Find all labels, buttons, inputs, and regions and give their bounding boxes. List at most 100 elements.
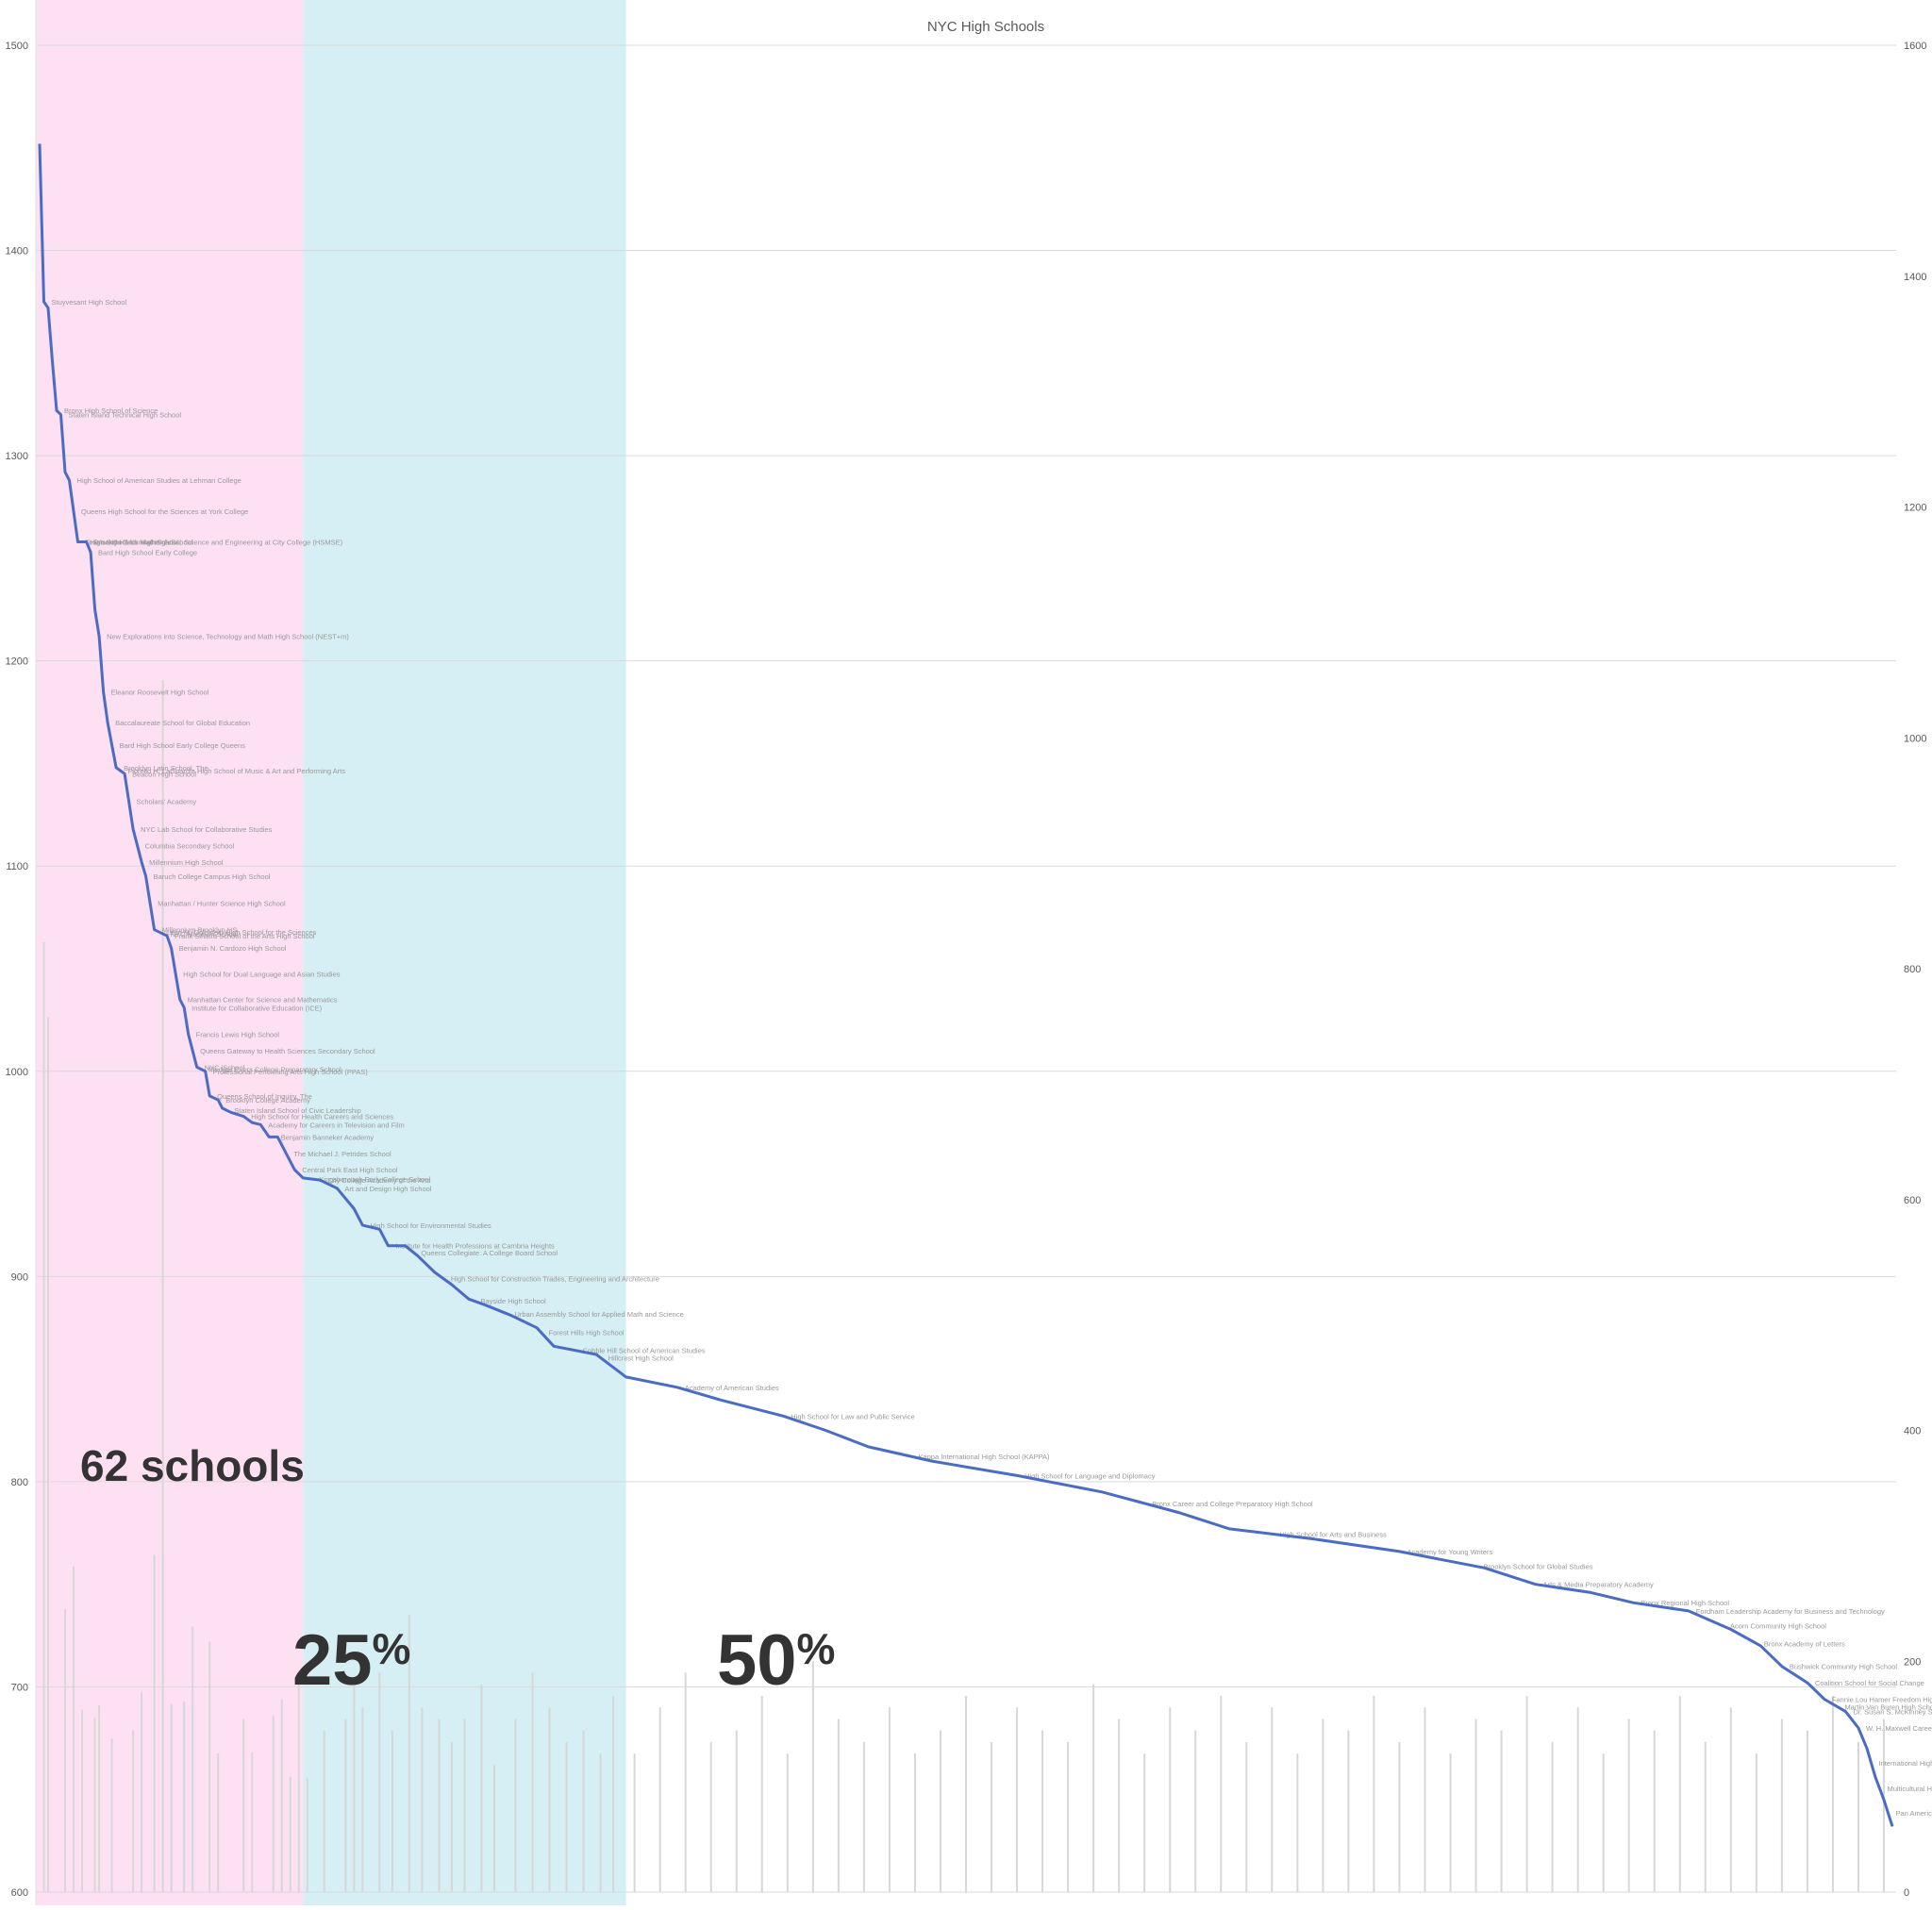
y-tick-label: 700 xyxy=(11,1682,28,1693)
school-label: Brooklyn School for Global Studies xyxy=(1484,1563,1593,1571)
school-label: Beacon High School xyxy=(132,770,196,778)
y-tick-label: 1300 xyxy=(6,451,28,462)
percentile-band-1 xyxy=(36,0,304,1905)
school-label: Multicultural High School xyxy=(1887,1785,1932,1793)
y2-tick-label: 400 xyxy=(1904,1426,1921,1437)
school-label: Staten Island Technical High School xyxy=(69,411,182,420)
school-label: Manhattan Center for Science and Mathema… xyxy=(188,996,338,1005)
y2-tick-label: 1000 xyxy=(1904,733,1926,744)
school-label: High School for Mathematics, Science and… xyxy=(90,538,343,546)
school-label: Arts & Media Preparatory Academy xyxy=(1543,1581,1654,1589)
school-label: W. H. Maxwell Career and Technical Educa… xyxy=(1866,1724,1932,1733)
school-label: Academy for Young Writers xyxy=(1407,1548,1492,1556)
school-label: Brooklyn College Academy xyxy=(225,1096,310,1104)
school-label: Bushwick Community High School xyxy=(1790,1663,1898,1671)
school-label: Columbia Secondary School xyxy=(145,841,235,850)
school-label: Medgar Evers College Preparatory School xyxy=(208,1066,341,1074)
school-label: The Michael J. Petrides School xyxy=(293,1150,391,1158)
school-label: Townsend Harris High School xyxy=(86,538,179,546)
school-label: Central Park East High School xyxy=(302,1166,398,1174)
school-label: Millennium High School xyxy=(149,858,224,867)
percentile-band-2 xyxy=(303,0,626,1905)
school-label: Queens Collegiate: A College Board Schoo… xyxy=(421,1249,558,1257)
school-label: NYC iSchool xyxy=(205,1063,245,1071)
annotation-50-percent: 50% xyxy=(717,1620,835,1701)
y2-tick-label: 1200 xyxy=(1904,503,1926,514)
y-tick-label: 1400 xyxy=(6,246,28,257)
percent-sign: % xyxy=(797,1624,836,1673)
chart-title: NYC High Schools xyxy=(927,19,1044,35)
school-label: Millennium Brooklyn HS xyxy=(162,926,238,935)
school-label: Queens School of Inquiry, The xyxy=(217,1092,312,1101)
school-label: Institute for Collaborative Education (I… xyxy=(192,1004,322,1012)
percent-sign: % xyxy=(373,1624,411,1673)
y2-tick-label: 1600 xyxy=(1904,41,1926,52)
school-label: Coalition School for Social Change xyxy=(1815,1679,1924,1687)
school-label: Baruch College Campus High School xyxy=(154,872,271,881)
school-label: Kappa International High School (KAPPA) xyxy=(918,1453,1050,1461)
school-label: Brooklyn Latin School, The xyxy=(124,764,208,772)
y2-tick-label: 600 xyxy=(1904,1195,1921,1206)
school-label: Martin Van Buren High School xyxy=(1844,1702,1932,1711)
school-label: Professional Performing Arts High School… xyxy=(213,1068,369,1076)
annotation-top-schools: 62 schools xyxy=(80,1441,305,1490)
school-label: Brooklyn Technical High School xyxy=(94,538,193,546)
school-label: High School for Environmental Studies xyxy=(370,1221,491,1230)
school-label: Eleanor Roosevelt High School xyxy=(111,688,209,696)
school-label: Queens Gateway to Health Sciences Second… xyxy=(200,1047,375,1055)
school-label: High School of American Studies at Lehma… xyxy=(77,476,242,485)
school-label: New Explorations into Science, Technolog… xyxy=(107,633,349,641)
y-tick-label: 1100 xyxy=(6,861,28,872)
school-label: Hillcrest High School xyxy=(608,1354,675,1362)
y-tick-label: 800 xyxy=(11,1477,28,1488)
y-tick-label: 1200 xyxy=(6,656,28,668)
school-label: Bronx Career and College Preparatory Hig… xyxy=(1152,1500,1313,1508)
school-label: NYC Museum School xyxy=(171,930,239,938)
y2-tick-label: 200 xyxy=(1904,1656,1921,1668)
school-label: High School for Construction Trades, Eng… xyxy=(451,1275,659,1284)
school-label: Academy of American Studies xyxy=(685,1384,779,1392)
school-label: Manhattan / Hunter Science High School xyxy=(158,899,286,907)
school-label: High School for Language and Diplomacy xyxy=(1024,1471,1156,1480)
school-label: Francis Lewis High School xyxy=(196,1031,280,1039)
school-label: High School for Arts and Business xyxy=(1279,1530,1387,1538)
school-label: Scholars' Academy xyxy=(137,798,197,806)
school-label: Dr. Susan S. McKinney Secondary School o… xyxy=(1853,1708,1932,1717)
school-label: City College Academy of the Arts xyxy=(327,1176,430,1185)
school-label: Bard High School Early College Queens xyxy=(120,741,246,750)
school-label: Leon M. Goldstein High School for the Sc… xyxy=(166,928,317,937)
y2-tick-label: 800 xyxy=(1904,964,1921,975)
school-label: Kingsborough Early College School xyxy=(319,1175,430,1184)
school-label: Academy for Careers in Television and Fi… xyxy=(268,1121,405,1129)
school-label: Fiorello H. LaGuardia High School of Mus… xyxy=(128,767,346,775)
school-label: Pan American International High School a… xyxy=(1895,1809,1932,1818)
school-label: Institute for Health Professions at Camb… xyxy=(395,1242,555,1251)
y-tick-label: 900 xyxy=(11,1271,28,1283)
school-label: High School for Dual Language and Asian … xyxy=(183,970,341,978)
school-label: Urban Assembly School for Applied Math a… xyxy=(515,1310,684,1319)
sat-score-line xyxy=(38,143,1894,1827)
school-label: Art and Design High School xyxy=(344,1185,431,1193)
y2-tick-label: 1400 xyxy=(1904,272,1926,283)
school-label: High School for Health Careers and Scien… xyxy=(251,1113,393,1121)
school-label: Frank Sinatra School of the Arts High Sc… xyxy=(175,932,315,940)
school-label: Baccalaureate School for Global Educatio… xyxy=(115,719,250,727)
school-label: Bayside High School xyxy=(480,1297,546,1305)
school-label: Bard High School Early College xyxy=(98,548,197,556)
school-label: Queens High School for the Sciences at Y… xyxy=(81,507,248,516)
school-label: Stuyvesant High School xyxy=(52,298,127,307)
school-label: Forest Hills High School xyxy=(549,1329,625,1337)
school-label: Fordham Leadership Academy for Business … xyxy=(1696,1607,1885,1616)
school-label: Bronx Academy of Letters xyxy=(1764,1639,1845,1648)
school-label: Acorn Community High School xyxy=(1730,1622,1826,1631)
y2-tick-label: 0 xyxy=(1904,1887,1909,1899)
school-label: Benjamin N. Cardozo High School xyxy=(179,944,287,953)
school-label: High School for Law and Public Service xyxy=(791,1412,914,1420)
school-label: Benjamin Banneker Academy xyxy=(281,1133,375,1141)
y-tick-label: 600 xyxy=(11,1887,28,1899)
school-label: International High School at Prospect He… xyxy=(1878,1759,1932,1768)
school-label: Bronx Regional High School xyxy=(1641,1599,1729,1607)
y-tick-label: 1000 xyxy=(6,1067,28,1078)
